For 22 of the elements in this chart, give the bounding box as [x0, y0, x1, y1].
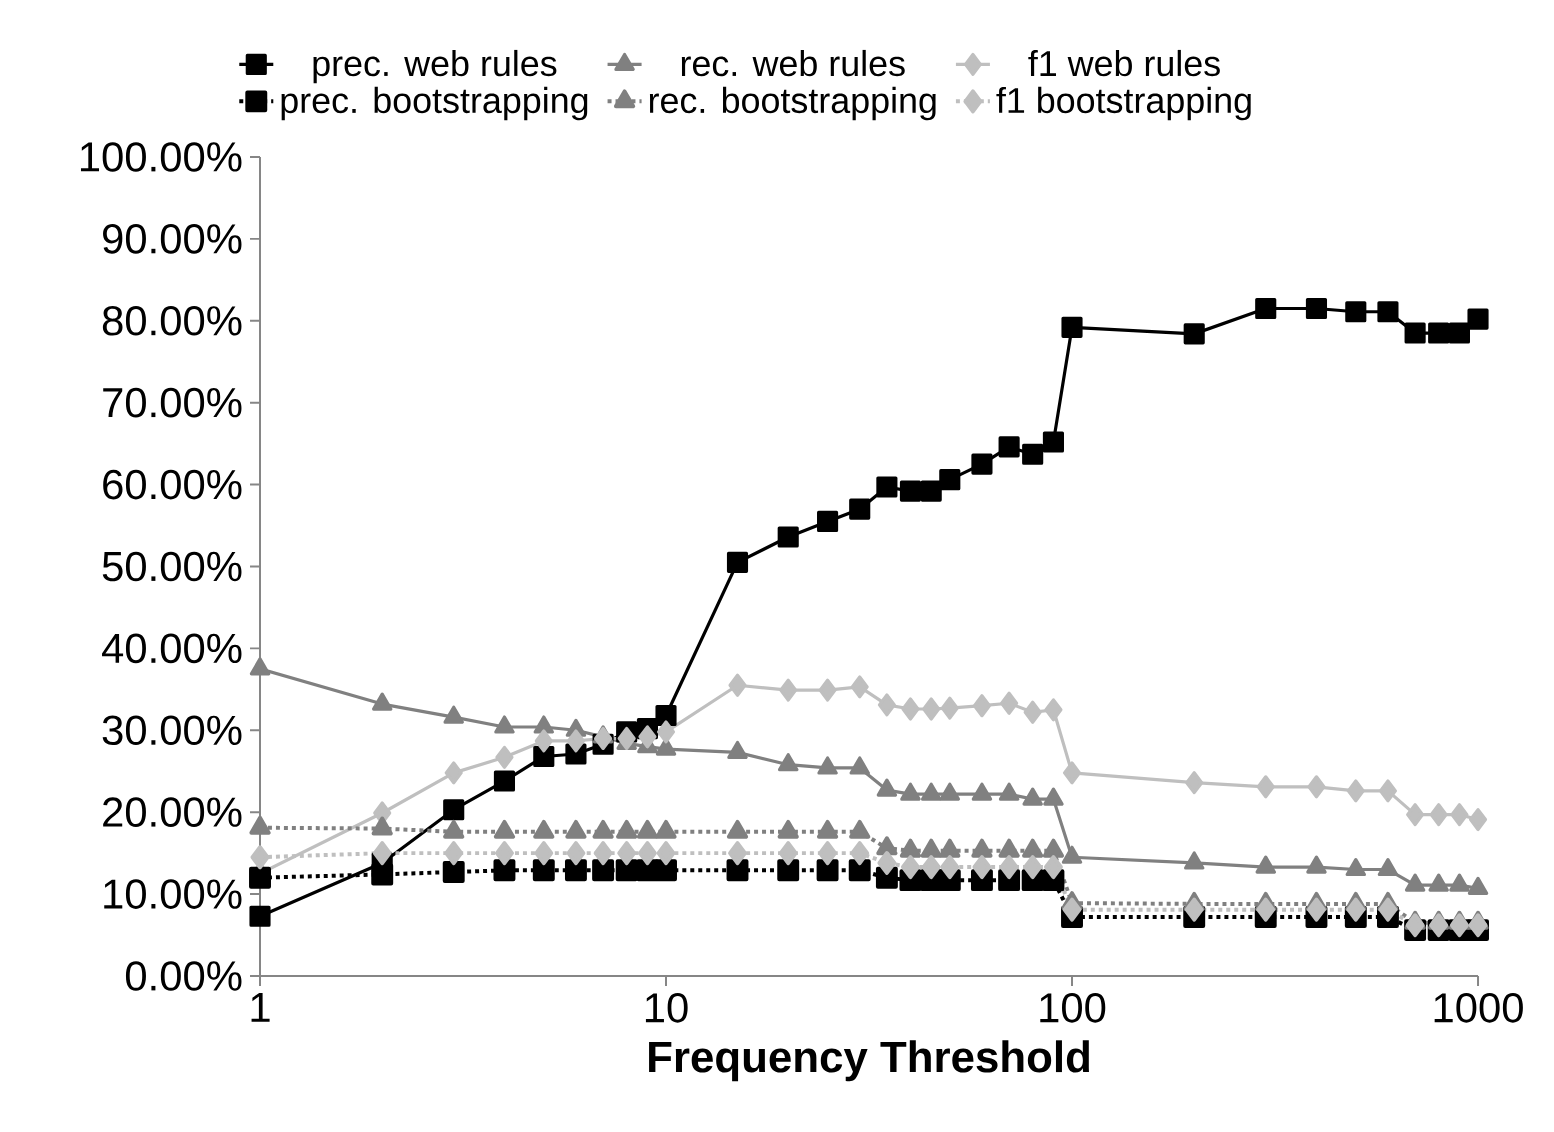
y-tick-label: 20.00%: [103, 797, 242, 827]
legend-label: f1 bootstrapping: [996, 86, 1251, 121]
y-tick-label: 70.00%: [103, 387, 242, 418]
legend-label: rec. web rules: [681, 49, 905, 77]
legend-label: f1 web rules: [1028, 49, 1220, 77]
y-tick-label: 10.00%: [104, 879, 242, 909]
x-tick-label: 10: [645, 993, 688, 1023]
x-tick-label: 1: [251, 993, 270, 1022]
y-tick-label: 90.00%: [103, 224, 242, 254]
x-tick-label: 1000: [1434, 993, 1523, 1023]
legend-label: rec. bootstrapping: [649, 86, 936, 121]
x-axis-title: Frequency Threshold: [649, 1040, 1089, 1082]
legend-label: prec. bootstrapping: [281, 86, 588, 121]
y-tick-label: 60.00%: [103, 469, 242, 500]
y-tick-label: 30.00%: [102, 715, 242, 746]
y-tick-label: 50.00%: [102, 551, 242, 582]
y-tick-label: 40.00%: [102, 633, 242, 664]
legend-label: prec. web rules: [313, 49, 557, 84]
y-tick-label: 0.00%: [125, 961, 242, 991]
y-tick-label: 80.00%: [102, 305, 242, 336]
y-tick-label: 100.00%: [80, 142, 242, 172]
x-tick-label: 100: [1040, 993, 1106, 1023]
